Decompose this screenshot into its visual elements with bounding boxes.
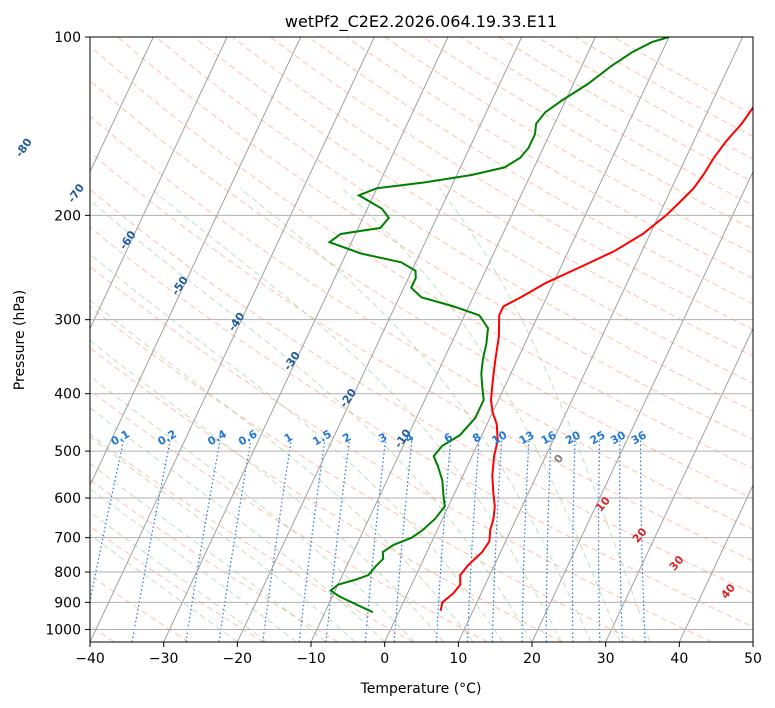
isotherm-line bbox=[90, 37, 228, 330]
mixing-ratio-line bbox=[325, 440, 350, 642]
moist-adiabat bbox=[90, 534, 238, 642]
y-tick-label: 1000 bbox=[45, 622, 81, 638]
dry-adiabat bbox=[90, 115, 753, 530]
plot-frame bbox=[89, 36, 754, 643]
mixing-ratio-line bbox=[491, 440, 503, 642]
isotherm-line bbox=[90, 37, 375, 642]
y-tick-label: 900 bbox=[54, 595, 81, 611]
isotherm-line bbox=[236, 37, 523, 642]
grid-lines bbox=[90, 37, 753, 642]
dry-adiabat bbox=[90, 574, 190, 642]
x-tick-label: 20 bbox=[523, 651, 541, 667]
y-tick-label: 100 bbox=[54, 30, 81, 46]
mixing-ratio-line bbox=[185, 440, 221, 642]
mixing-ratio-line bbox=[640, 440, 646, 642]
x-axis-title: Temperature (°C) bbox=[360, 681, 482, 697]
dry-adiabat bbox=[193, 37, 753, 384]
x-tick-label: 40 bbox=[670, 651, 688, 667]
moist-adiabat bbox=[90, 462, 327, 642]
mixing-ratio-line bbox=[619, 440, 623, 642]
y-tick-label: 300 bbox=[54, 313, 81, 329]
dry-adiabat bbox=[90, 80, 753, 500]
moist-adiabat bbox=[90, 253, 503, 642]
isotherm-line bbox=[605, 327, 753, 642]
isotherm-line bbox=[90, 37, 154, 173]
dewpoint-line bbox=[327, 37, 670, 614]
dry-adiabat bbox=[90, 265, 712, 642]
mixing-ratio-line bbox=[545, 440, 552, 642]
mixing-ratio-line bbox=[364, 440, 387, 642]
moist-adiabat bbox=[90, 436, 356, 642]
moist-adiabat bbox=[341, 187, 621, 642]
mixing-ratio-line bbox=[218, 440, 252, 642]
chart-title: wetPf2_C2E2.2026.064.19.33.E11 bbox=[285, 12, 557, 32]
moist-adiabat bbox=[149, 187, 562, 642]
x-tick-label: 30 bbox=[597, 651, 615, 667]
mixing-ratio-line bbox=[262, 440, 292, 642]
mixing-ratio-line bbox=[598, 440, 601, 642]
x-tick-label: 50 bbox=[744, 651, 762, 667]
series-layer bbox=[327, 37, 753, 614]
mixing-ratio-line bbox=[435, 440, 452, 642]
isotherm-line bbox=[678, 484, 753, 642]
moist-adiabat bbox=[90, 375, 415, 642]
dry-adiabat bbox=[308, 37, 753, 305]
y-tick-label: 600 bbox=[54, 491, 81, 507]
x-tick-label: −20 bbox=[223, 651, 253, 667]
dry-adiabat bbox=[90, 389, 488, 642]
moist-adiabat bbox=[90, 339, 444, 642]
dry-adiabat bbox=[90, 479, 339, 642]
isotherm-line bbox=[90, 37, 302, 487]
x-tick-label: −10 bbox=[296, 651, 326, 667]
moist-adiabat bbox=[90, 299, 474, 642]
y-axis-title: Pressure (hPa) bbox=[12, 290, 28, 390]
mixing-ratio-line bbox=[521, 440, 530, 642]
y-tick-label: 200 bbox=[54, 208, 81, 224]
moist-adiabat bbox=[438, 187, 651, 642]
isotherm-line bbox=[310, 37, 596, 642]
x-tick-label: 0 bbox=[380, 651, 389, 667]
background-lines bbox=[90, 37, 753, 642]
moist-adiabat bbox=[90, 487, 297, 642]
dry-adiabat bbox=[90, 45, 753, 470]
dry-adiabat bbox=[231, 37, 753, 357]
mixing-ratio-line bbox=[131, 440, 171, 642]
dry-adiabat bbox=[90, 347, 563, 642]
isotherm-line bbox=[531, 170, 753, 642]
temperature-line bbox=[439, 105, 753, 612]
mixing-ratio-line bbox=[466, 440, 480, 642]
y-tick-label: 500 bbox=[54, 444, 81, 460]
moist-adiabat bbox=[90, 511, 268, 642]
dry-adiabat bbox=[90, 226, 753, 628]
isotherm-line bbox=[457, 37, 744, 642]
mixing-ratio-line bbox=[298, 440, 326, 642]
isotherm-line bbox=[163, 37, 449, 642]
axis-ticks: −40 −30 −20 −10 0 10 20 30 40 50 100 200 300 400 500 60… bbox=[45, 30, 762, 667]
y-tick-label: 400 bbox=[54, 387, 81, 403]
mixing-ratio-line bbox=[571, 440, 576, 642]
isotherm-line bbox=[384, 37, 670, 642]
x-tick-label: −40 bbox=[75, 651, 105, 667]
y-tick-label: 800 bbox=[54, 565, 81, 581]
x-tick-label: −30 bbox=[149, 651, 179, 667]
dry-adiabat bbox=[90, 305, 638, 642]
moist-adiabat bbox=[90, 199, 533, 642]
y-tick-label: 700 bbox=[54, 531, 81, 547]
x-tick-label: 10 bbox=[449, 651, 467, 667]
